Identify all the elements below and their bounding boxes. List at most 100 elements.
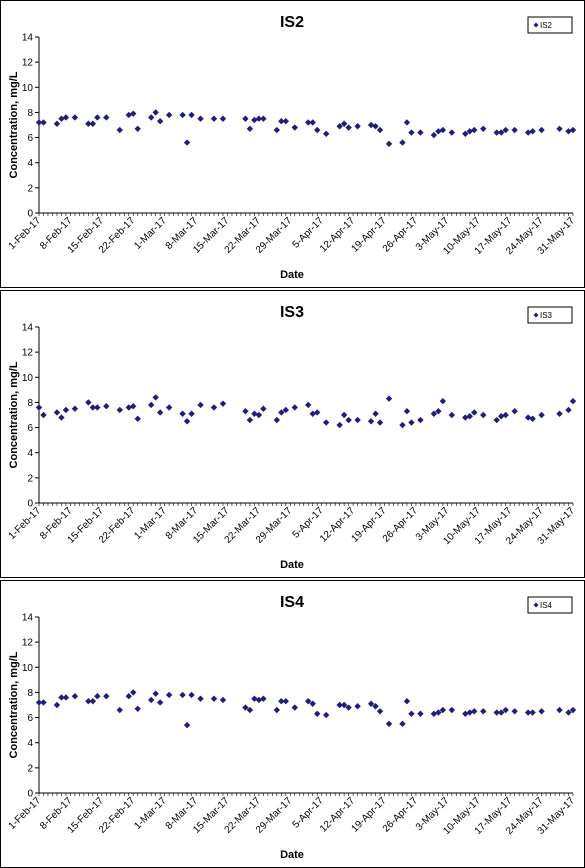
data-point-is2 xyxy=(399,139,406,146)
data-point-is4 xyxy=(183,721,191,729)
data-point-is2 xyxy=(336,123,343,130)
data-point-is2 xyxy=(40,119,47,126)
data-point-is3 xyxy=(103,403,110,410)
data-point-is2 xyxy=(565,128,572,135)
data-point-is2 xyxy=(417,129,424,136)
legend-box xyxy=(527,306,573,324)
data-point-is4 xyxy=(430,710,438,717)
data-point-is2 xyxy=(197,115,204,122)
x-tick-label: 26-Apr-17 xyxy=(381,795,421,835)
data-point-is3 xyxy=(282,406,290,414)
x-tick-label: 26-Apr-17 xyxy=(381,215,421,255)
data-point-is3 xyxy=(403,408,411,415)
data-point-is2 xyxy=(556,125,563,132)
data-point-is2 xyxy=(340,120,348,127)
data-point-is3 xyxy=(430,410,438,417)
data-point-is3 xyxy=(565,406,572,414)
chart-title: IS4 xyxy=(280,594,304,611)
data-point-is4 xyxy=(462,710,469,717)
data-point-is3 xyxy=(278,409,285,416)
legend-box xyxy=(527,596,573,614)
data-point-is2 xyxy=(116,126,123,134)
x-tick-label: 1-Mar-17 xyxy=(132,795,169,832)
data-point-is2 xyxy=(569,126,577,134)
data-point-is2 xyxy=(94,114,101,121)
data-point-is4 xyxy=(40,699,47,706)
y-tick-label: 12 xyxy=(22,58,34,69)
data-point-is2 xyxy=(538,126,545,134)
data-point-is3 xyxy=(242,408,249,415)
data-point-is2 xyxy=(165,111,173,119)
y-axis-title: Concentration, mg/L xyxy=(8,361,20,468)
data-point-is2 xyxy=(53,120,61,127)
y-tick-label: 14 xyxy=(22,613,34,624)
y-tick-label: 10 xyxy=(22,83,34,94)
data-point-is4 xyxy=(502,706,509,714)
data-point-is2 xyxy=(322,130,330,137)
data-point-is2 xyxy=(188,111,195,119)
data-point-is3 xyxy=(35,404,43,411)
data-point-is3 xyxy=(62,406,70,414)
data-point-is3 xyxy=(309,410,316,417)
data-point-is3 xyxy=(529,415,536,422)
data-point-is4 xyxy=(322,711,330,719)
data-point-is4 xyxy=(524,709,532,716)
y-tick-label: 2 xyxy=(27,473,33,484)
data-point-is4 xyxy=(130,689,137,696)
data-point-is4 xyxy=(498,709,505,716)
data-point-is2 xyxy=(89,120,97,127)
legend-label: IS4 xyxy=(540,601,553,610)
data-point-is2 xyxy=(511,126,518,134)
data-point-is3 xyxy=(130,403,137,410)
y-tick-label: 4 xyxy=(27,448,33,459)
y-tick-label: 2 xyxy=(27,183,33,194)
data-point-is2 xyxy=(345,124,352,131)
data-point-is3 xyxy=(179,410,186,417)
data-point-is2 xyxy=(430,131,438,139)
data-point-is4 xyxy=(251,695,258,702)
data-point-is4 xyxy=(260,695,267,702)
data-point-is3 xyxy=(85,399,92,406)
data-point-is3 xyxy=(524,414,532,421)
data-point-is2 xyxy=(524,129,532,136)
data-point-is4 xyxy=(103,693,110,700)
legend-marker xyxy=(533,602,539,608)
data-point-is4 xyxy=(340,701,348,709)
data-point-is4 xyxy=(255,696,263,704)
data-point-is3 xyxy=(385,395,393,402)
x-tick-label: 26-Apr-17 xyxy=(381,505,421,545)
y-tick-label: 4 xyxy=(27,158,33,169)
data-point-is2 xyxy=(71,114,79,121)
y-tick-label: 0 xyxy=(27,209,33,220)
data-point-is2 xyxy=(242,115,249,122)
chart-svg-is3: IS3024681012141-Feb-178-Feb-1715-Feb-172… xyxy=(7,304,578,571)
data-point-is3 xyxy=(305,401,312,409)
data-point-is3 xyxy=(134,415,141,422)
data-point-is2 xyxy=(408,129,415,136)
y-tick-label: 6 xyxy=(27,423,33,434)
data-point-is2 xyxy=(58,115,65,122)
x-axis-title: Date xyxy=(280,269,304,281)
y-tick-label: 0 xyxy=(27,789,33,800)
data-point-is4 xyxy=(71,693,79,700)
data-point-is3 xyxy=(345,416,352,424)
data-point-is2 xyxy=(152,109,159,116)
y-tick-label: 8 xyxy=(27,688,33,699)
data-point-is2 xyxy=(260,115,267,122)
y-tick-label: 8 xyxy=(27,108,33,119)
data-point-is3 xyxy=(40,411,47,419)
data-point-is4 xyxy=(282,698,290,705)
data-point-is3 xyxy=(448,411,456,419)
data-point-is3 xyxy=(219,400,227,407)
data-point-is3 xyxy=(556,410,563,417)
x-tick-label: 1-Mar-17 xyxy=(132,505,169,542)
data-point-is2 xyxy=(439,126,447,134)
data-point-is3 xyxy=(152,394,159,401)
data-point-is3 xyxy=(471,409,478,416)
data-point-is3 xyxy=(399,421,406,429)
x-tick-label: 1-Feb-17 xyxy=(7,215,44,252)
data-point-is2 xyxy=(471,126,478,134)
data-point-is3 xyxy=(183,418,191,425)
y-axis-title: Concentration, mg/L xyxy=(8,651,20,758)
x-axis-title: Date xyxy=(280,849,304,861)
